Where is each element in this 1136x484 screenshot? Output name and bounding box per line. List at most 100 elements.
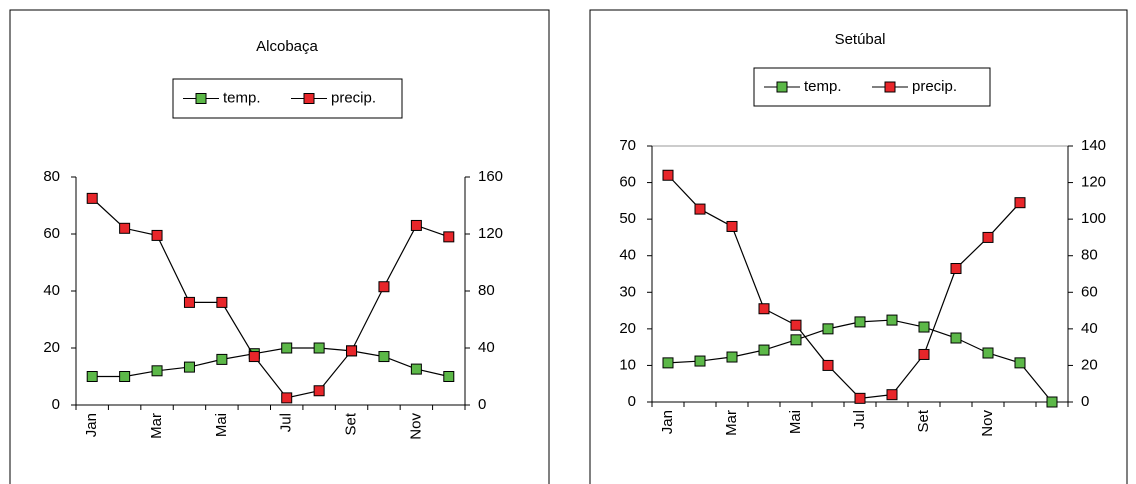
x-tick-label: Mar [148, 413, 165, 439]
y2-tick-label: 40 [478, 339, 495, 356]
y2-tick-label: 0 [1081, 393, 1089, 410]
series-line [92, 347, 449, 378]
data-point [790, 334, 802, 346]
chart-title: Alcobaça [256, 38, 318, 55]
data-point [216, 296, 228, 308]
series-line [667, 319, 1053, 403]
data-point [151, 365, 163, 377]
x-tick-label: Nov [407, 413, 424, 440]
data-point [443, 231, 455, 243]
y2-tick-label: 20 [1081, 356, 1098, 373]
y-tick-label: 60 [619, 174, 636, 191]
legend-marker [884, 81, 896, 93]
y-tick-label: 70 [619, 137, 636, 154]
data-point [662, 169, 674, 181]
data-point [378, 351, 390, 363]
x-tick-label: Mai [787, 410, 804, 434]
legend-label: temp. [804, 78, 842, 95]
legend-marker [195, 93, 207, 104]
y-tick-label: 60 [43, 225, 60, 242]
data-point [248, 351, 260, 363]
data-point [1014, 357, 1026, 369]
legend-label: precip. [331, 89, 376, 106]
data-point [854, 392, 866, 404]
data-point [982, 231, 994, 243]
data-point [281, 342, 293, 354]
y2-tick-label: 120 [1081, 174, 1106, 191]
x-tick-label: Jan [83, 413, 100, 437]
y-tick-label: 50 [619, 210, 636, 227]
data-point [982, 347, 994, 359]
legend-marker [776, 81, 788, 93]
x-tick-label: Jul [278, 413, 295, 432]
x-tick-label: Set [343, 412, 360, 435]
data-point [378, 281, 390, 293]
y-tick-label: 80 [43, 168, 60, 185]
y2-tick-label: 80 [1081, 247, 1098, 264]
legend-label: temp. [223, 89, 261, 106]
data-point [346, 345, 358, 357]
x-tick-label: Mai [213, 413, 230, 437]
data-point [726, 351, 738, 363]
data-point [313, 342, 325, 354]
x-tick-label: Set [915, 409, 932, 432]
chart-frame [9, 9, 550, 484]
y2-tick-label: 120 [478, 225, 503, 242]
data-point [410, 363, 422, 375]
data-point [216, 353, 228, 365]
y2-tick-label: 160 [478, 168, 503, 185]
data-point [1014, 197, 1026, 209]
data-point [443, 371, 455, 382]
data-point [950, 263, 962, 275]
data-point [886, 314, 898, 326]
data-point [694, 355, 706, 367]
y2-tick-label: 0 [478, 396, 486, 413]
data-point [918, 321, 930, 333]
data-point [726, 220, 738, 232]
y-tick-label: 20 [619, 320, 636, 337]
y2-tick-label: 140 [1081, 137, 1106, 154]
data-point [694, 203, 706, 215]
data-point [822, 359, 834, 371]
y-tick-label: 40 [619, 247, 636, 264]
y2-tick-label: 100 [1081, 210, 1106, 227]
data-point [758, 303, 770, 315]
data-point [822, 323, 834, 335]
data-point [758, 344, 770, 356]
data-point [662, 357, 674, 369]
data-point [410, 219, 422, 231]
data-point [313, 385, 325, 397]
y-tick-label: 10 [619, 356, 636, 373]
data-point [918, 348, 930, 360]
data-point [183, 296, 195, 308]
series-line [667, 174, 1021, 399]
data-point [790, 319, 802, 331]
x-tick-label: Mar [723, 410, 740, 436]
y-tick-label: 0 [52, 396, 60, 413]
data-point [950, 332, 962, 344]
y-tick-label: 0 [628, 393, 636, 410]
legend-label: precip. [912, 78, 957, 95]
data-point [86, 192, 98, 204]
y-tick-label: 30 [619, 283, 636, 300]
data-point [1046, 396, 1058, 408]
data-point [151, 229, 163, 241]
data-point [119, 222, 131, 234]
x-tick-label: Jul [851, 410, 868, 429]
chart-frame [589, 9, 1128, 484]
data-point [281, 392, 293, 404]
y-tick-label: 40 [43, 282, 60, 299]
series-line [91, 197, 449, 399]
data-point [86, 371, 98, 382]
x-tick-label: Jan [659, 410, 676, 434]
y2-tick-label: 80 [478, 282, 495, 299]
data-point [854, 316, 866, 328]
legend-marker [303, 93, 315, 104]
y2-tick-label: 60 [1081, 283, 1098, 300]
x-tick-label: Nov [979, 410, 996, 437]
data-point [119, 371, 131, 382]
chart-title: Setúbal [835, 31, 886, 48]
data-point [886, 389, 898, 401]
y2-tick-label: 40 [1081, 320, 1098, 337]
